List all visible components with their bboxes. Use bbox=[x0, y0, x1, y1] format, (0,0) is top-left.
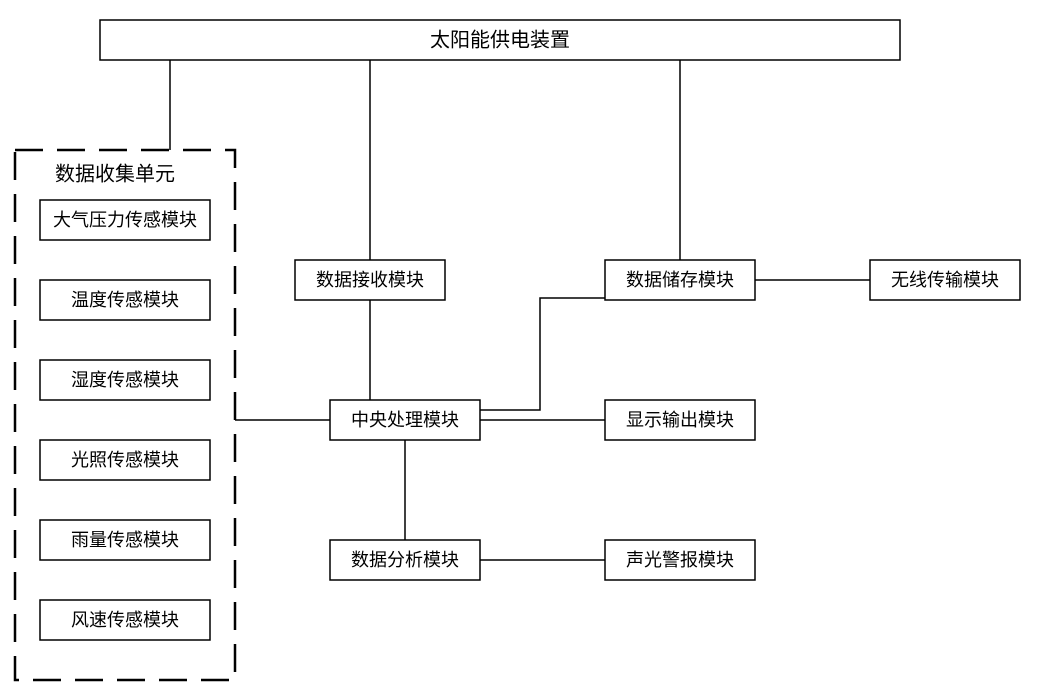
node-sensor_group_label-label: 数据收集单元 bbox=[55, 162, 175, 185]
node-power-label: 太阳能供电装置 bbox=[430, 28, 570, 51]
node-recv-label: 数据接收模块 bbox=[316, 270, 424, 290]
node-s_rain-label: 雨量传感模块 bbox=[71, 530, 179, 550]
node-analyze-label: 数据分析模块 bbox=[351, 550, 459, 570]
node-s_pressure-label: 大气压力传感模块 bbox=[53, 210, 197, 230]
node-s_temp-label: 温度传感模块 bbox=[71, 290, 179, 310]
node-storage-label: 数据储存模块 bbox=[626, 270, 734, 290]
node-cpu-label: 中央处理模块 bbox=[351, 410, 459, 430]
node-s_humidity-label: 湿度传感模块 bbox=[71, 370, 179, 390]
node-s_light-label: 光照传感模块 bbox=[71, 450, 179, 470]
node-s_wind-label: 风速传感模块 bbox=[71, 610, 179, 630]
node-alarm-label: 声光警报模块 bbox=[626, 550, 734, 570]
node-display-label: 显示输出模块 bbox=[626, 410, 734, 430]
system-block-diagram: 太阳能供电装置数据收集单元大气压力传感模块温度传感模块湿度传感模块光照传感模块雨… bbox=[0, 0, 1050, 700]
node-wireless-label: 无线传输模块 bbox=[891, 270, 999, 290]
edge bbox=[480, 298, 605, 410]
